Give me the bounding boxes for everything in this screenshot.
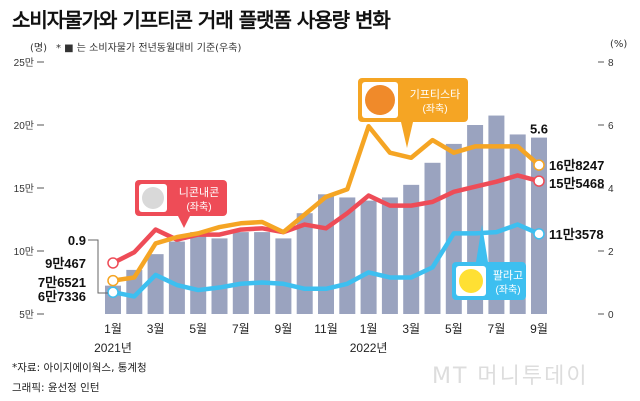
line-기프티스타: [112, 124, 541, 283]
left-tick-label: 15만: [14, 183, 34, 195]
x-tick-label: 1월: [104, 322, 122, 336]
year-label: 2021년: [94, 341, 132, 355]
cpi-bar: [424, 162, 441, 314]
end-marker: [533, 159, 545, 171]
start-value-label: 9만467: [45, 256, 86, 271]
x-tick-label: 1월: [360, 322, 378, 336]
cpi-bar: [190, 232, 207, 314]
right-tick-label: 2: [608, 247, 614, 258]
cpi-bar: [275, 238, 292, 314]
giftistar-callout-axis-note: (좌축): [422, 103, 447, 115]
x-tick-label: 9월: [275, 322, 293, 336]
palago-icon: [459, 269, 483, 293]
right-tick-label: 0: [608, 310, 614, 321]
giftistar-callout-label: 기프티스타: [410, 88, 461, 101]
start-value-label: 7만6521: [38, 275, 86, 290]
end-cpi-label: 5.6: [530, 122, 548, 137]
x-tick-label: 3월: [147, 322, 165, 336]
legend-note: * ■ 는 소비자물가 전년동월대비 기준(우축): [56, 43, 242, 54]
end-value-label: 15만5468: [549, 176, 604, 191]
publisher-logo: MT 머니투데이: [432, 364, 589, 389]
left-axis-unit: (명): [30, 43, 48, 54]
cpi-bar: [403, 184, 420, 314]
left-tick-label: 10만: [14, 246, 34, 258]
giftistar-callout-pointer: [401, 122, 413, 148]
cpi-bar: [318, 194, 334, 314]
credit-note: 그래픽: 윤선정 인턴: [12, 382, 100, 394]
cpi-bar: [211, 238, 228, 314]
left-tick-label: 25만: [14, 57, 34, 69]
end-marker: [533, 228, 545, 240]
cpi-bar: [360, 200, 377, 314]
start-value-label: 0.9: [68, 233, 86, 248]
right-tick-label: 8: [608, 58, 614, 69]
end-value-label: 16만8247: [549, 158, 604, 173]
left-tick-label: 5만: [19, 309, 34, 321]
palago-callout-label: 팔라고: [493, 269, 523, 282]
right-tick-label: 4: [608, 184, 614, 195]
start-label-leader: [88, 239, 108, 294]
x-tick-label: 7월: [232, 322, 250, 336]
x-tick-label: 11월: [314, 322, 338, 336]
cpi-bar: [168, 241, 185, 314]
niconnaecon-icon: [142, 187, 164, 209]
chart-title: 소비자물가와 기프티콘 거래 플랫폼 사용량 변화: [12, 8, 391, 32]
x-tick-label: 3월: [402, 322, 420, 336]
source-note: *자료: 아이지에이웍스, 통계청: [12, 362, 147, 374]
start-marker: [107, 274, 119, 287]
cpi-bar: [126, 269, 143, 314]
line-팔라고: [112, 222, 540, 299]
start-marker: [107, 257, 119, 269]
end-value-label: 11만3578: [549, 227, 604, 242]
start-marker: [107, 286, 119, 298]
palago-callout-pointer: [476, 225, 488, 262]
right-tick-label: 6: [608, 121, 614, 132]
niconnaecon-callout-label: 니콘내콘: [179, 186, 219, 199]
cpi-bar: [254, 232, 271, 314]
cpi-bar: [232, 232, 249, 314]
right-axis-unit: (%): [610, 39, 628, 50]
x-tick-label: 9월: [530, 322, 548, 336]
x-tick-label: 5월: [445, 322, 463, 336]
end-marker: [533, 175, 545, 187]
niconnaecon-callout-axis-note: (좌축): [186, 201, 211, 213]
giftistar-icon: [365, 85, 395, 115]
x-tick-label: 7월: [488, 322, 506, 336]
left-tick-label: 20만: [14, 120, 34, 132]
start-value-label: 6만7336: [38, 289, 86, 304]
palago-callout-axis-note: (좌축): [495, 284, 520, 296]
year-label: 2022년: [350, 341, 388, 355]
x-tick-label: 5월: [189, 322, 207, 336]
niconnaecon-callout-pointer: [178, 216, 190, 228]
cpi-bar: [381, 197, 398, 314]
cpi-bar: [147, 254, 164, 314]
